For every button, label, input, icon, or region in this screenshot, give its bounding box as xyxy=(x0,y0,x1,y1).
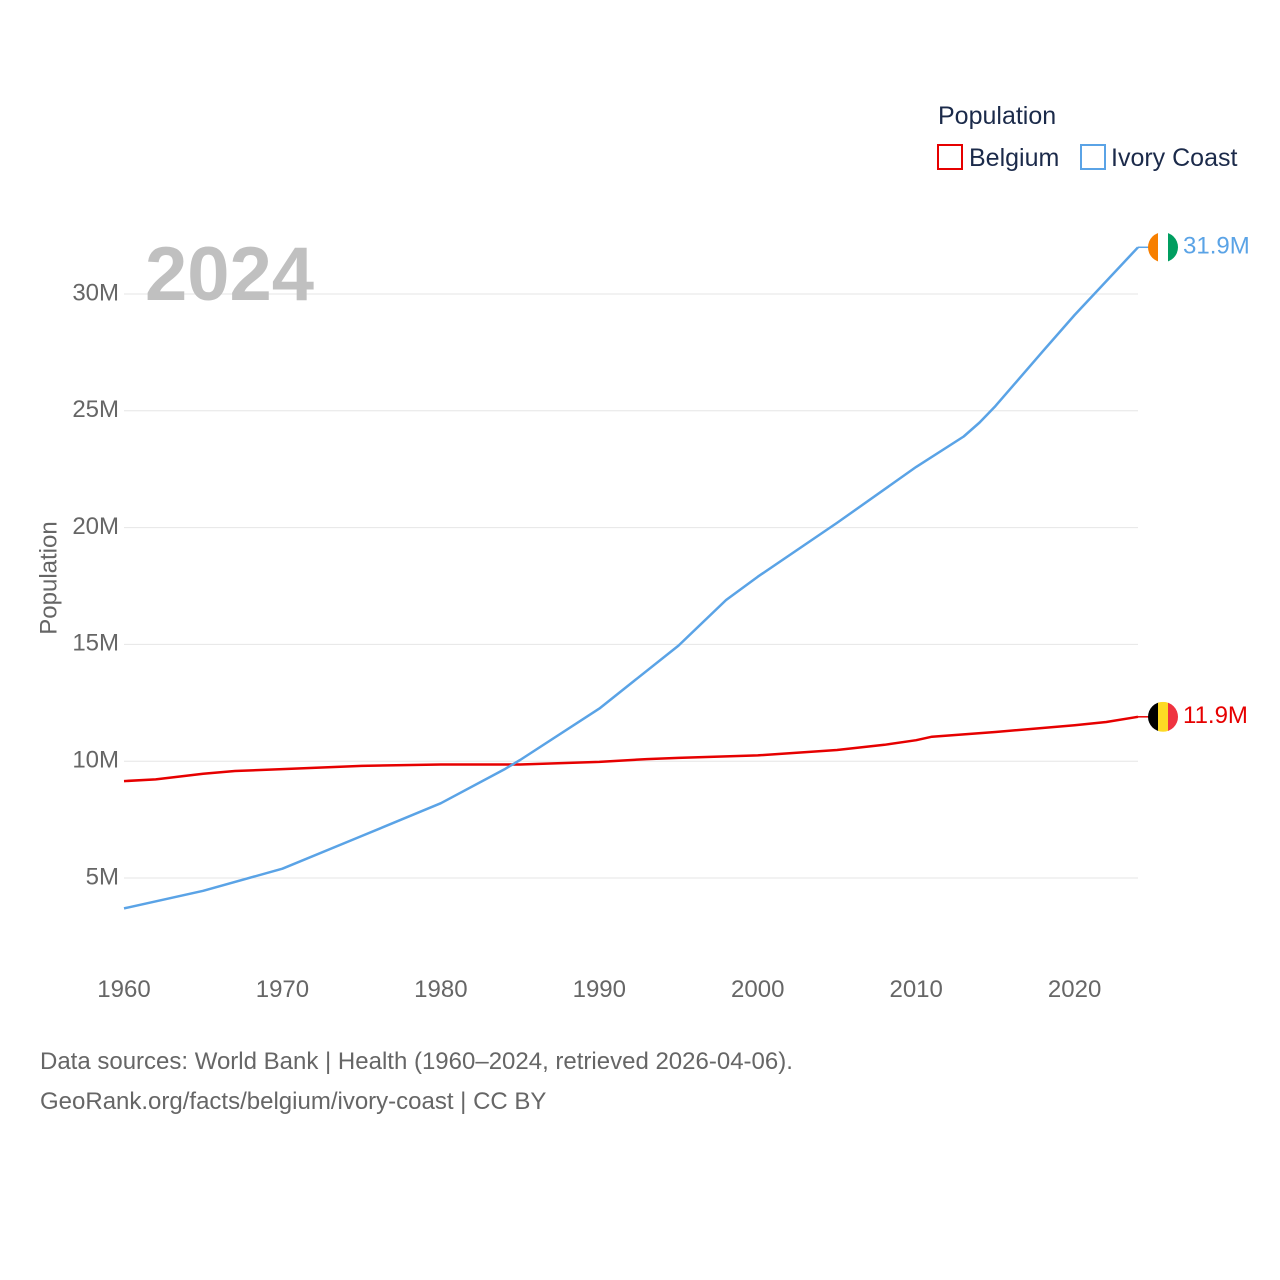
x-tick-label: 1980 xyxy=(414,976,467,1003)
legend-swatch-belgium xyxy=(937,144,963,170)
y-tick-label: 5M xyxy=(86,863,119,890)
x-tick-label: 1960 xyxy=(97,976,150,1003)
series-line-ivory-coast xyxy=(123,246,1139,910)
x-tick-label: 1970 xyxy=(256,976,309,1003)
ivory-coast-flag-icon xyxy=(1148,232,1178,263)
end-value-label: 11.9M xyxy=(1183,702,1248,729)
y-axis-label: Population xyxy=(35,521,62,634)
attribution-line: GeoRank.org/facts/belgium/ivory-coast | … xyxy=(40,1088,547,1115)
x-tick-label: 2000 xyxy=(731,976,784,1003)
y-tick-label: 30M xyxy=(72,279,119,306)
data-source-note: Data sources: World Bank | Health (1960–… xyxy=(40,1042,793,1122)
belgium-flag-icon xyxy=(1148,701,1178,732)
current-year-label: 2024 xyxy=(145,232,314,317)
x-tick-label: 2020 xyxy=(1048,976,1101,1003)
source-line: Data sources: World Bank | Health (1960–… xyxy=(40,1048,793,1075)
x-tick-label: 1990 xyxy=(573,976,626,1003)
x-axis-ticks: 1960 1970 1980 1990 2000 2010 2020 xyxy=(97,976,1101,1003)
series-lines xyxy=(123,246,1139,910)
legend-label-ivory-coast: Ivory Coast xyxy=(1111,144,1237,172)
legend-swatch-ivory-coast xyxy=(1080,144,1106,170)
y-tick-label: 15M xyxy=(72,630,119,657)
legend-item-belgium[interactable]: Belgium xyxy=(937,144,1059,172)
grid-lines xyxy=(124,293,1138,879)
population-line-chart: 5M 10M 15M 20M 25M 30M 1960 1970 1980 1990 2000 20… xyxy=(35,102,1250,1003)
end-value-label: 31.9M xyxy=(1183,233,1250,260)
series-end-markers: 11.9M 31.9M xyxy=(1138,232,1250,732)
legend-title: Population xyxy=(938,102,1056,130)
legend-label-belgium: Belgium xyxy=(969,144,1059,172)
y-axis-ticks: 5M 10M 15M 20M 25M 30M xyxy=(72,279,119,890)
legend: Population Belgium Ivory Coast xyxy=(937,102,1237,172)
legend-item-ivory-coast[interactable]: Ivory Coast xyxy=(1080,144,1237,172)
y-tick-label: 10M xyxy=(72,747,119,774)
series-line-belgium xyxy=(123,715,1139,783)
x-tick-label: 2010 xyxy=(889,976,942,1003)
y-tick-label: 25M xyxy=(72,396,119,423)
y-tick-label: 20M xyxy=(72,513,119,540)
